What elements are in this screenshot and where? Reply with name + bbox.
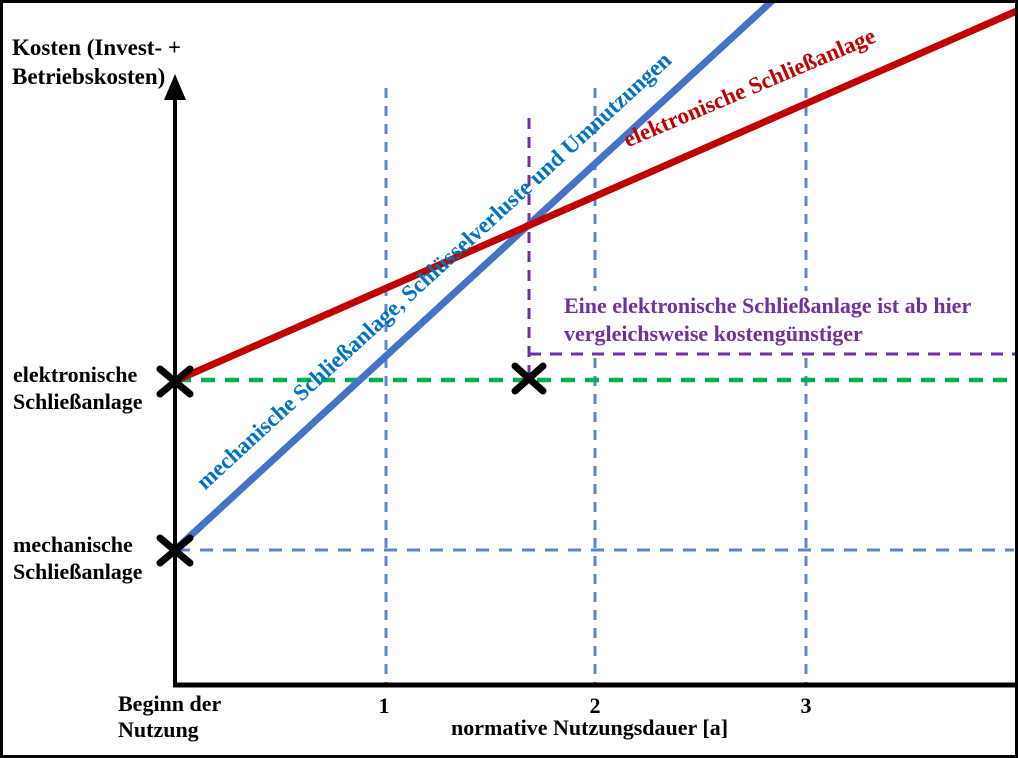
y-axis-title-line1: Kosten (Invest- +: [12, 35, 181, 60]
x-axis-origin-line1: Beginn der: [118, 691, 222, 716]
x-axis-origin-line2: Nutzung: [118, 717, 199, 742]
label-electronic-level-line2: Schließanlage: [13, 389, 143, 414]
marker-mechanical-start: [156, 534, 194, 567]
label-electronic-level-line1: elektronische: [13, 362, 138, 387]
y-axis-title-line2: Betriebskosten): [12, 64, 166, 89]
y-axis-title: Kosten (Invest- + Betriebskosten): [12, 33, 181, 91]
label-electronic-level: elektronische Schließanlage: [13, 361, 143, 415]
electronic-cost-line: [173, 7, 1015, 385]
break-even-annotation-line1: Eine elektronische Schließanlage ist ab …: [564, 293, 972, 318]
break-even-annotation: Eine elektronische Schließanlage ist ab …: [559, 291, 977, 350]
label-mechanical-level-line1: mechanische: [13, 532, 133, 557]
break-even-annotation-line2: vergleichsweise kostengünstiger: [564, 321, 863, 346]
x-tick-3: 3: [800, 693, 812, 718]
chart-canvas: [156, 3, 1015, 688]
label-mechanical-level: mechanische Schließanlage: [13, 531, 143, 585]
mechanical-cost-line: [172, 3, 775, 553]
x-axis-title: normative Nutzungsdauer [a]: [451, 715, 729, 740]
marker-break-even-projection: [511, 362, 547, 395]
x-axis-origin-label: Beginn der Nutzung: [118, 691, 221, 743]
label-mechanical-level-line2: Schließanlage: [13, 559, 143, 584]
y-axis-arrow-icon: [164, 74, 186, 100]
x-tick-2: 2: [589, 693, 601, 718]
x-tick-1: 1: [378, 693, 390, 718]
marker-electronic-start: [156, 365, 194, 398]
